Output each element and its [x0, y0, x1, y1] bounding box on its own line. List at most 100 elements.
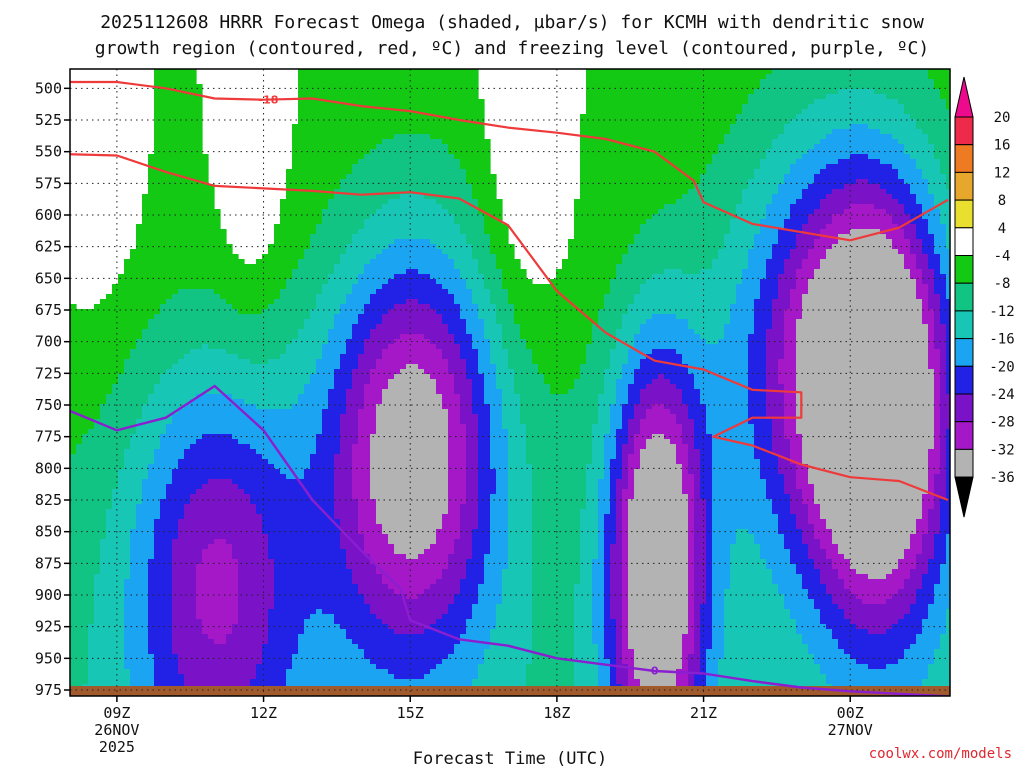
omega-cell	[232, 594, 239, 600]
omega-cell	[292, 344, 299, 350]
omega-cell	[148, 554, 155, 560]
omega-cell	[310, 584, 317, 590]
omega-cell	[322, 479, 329, 485]
omega-cell	[310, 674, 317, 680]
omega-cell	[280, 664, 287, 670]
omega-cell	[154, 399, 161, 405]
omega-cell	[142, 369, 149, 375]
omega-cell	[70, 369, 77, 375]
omega-cell	[112, 499, 119, 505]
omega-cell	[118, 484, 125, 490]
omega-cell	[190, 524, 197, 530]
omega-cell	[118, 644, 125, 650]
omega-cell	[142, 574, 149, 580]
omega-cell	[124, 269, 131, 275]
omega-cell	[310, 69, 317, 75]
omega-cell	[250, 279, 257, 285]
omega-cell	[124, 529, 131, 535]
omega-cell	[340, 489, 347, 495]
omega-cell	[292, 304, 299, 310]
omega-cell	[286, 564, 293, 570]
omega-cell	[286, 494, 293, 500]
omega-cell	[160, 659, 167, 665]
omega-cell	[148, 204, 155, 210]
omega-cell	[292, 279, 299, 285]
omega-cell	[304, 264, 311, 270]
omega-cell	[340, 209, 347, 215]
omega-cell	[334, 139, 341, 145]
omega-cell	[286, 199, 293, 205]
omega-cell	[94, 584, 101, 590]
omega-cell	[82, 569, 89, 575]
omega-cell	[100, 659, 107, 665]
omega-cell	[238, 344, 245, 350]
omega-cell	[298, 669, 305, 675]
omega-cell	[292, 354, 299, 360]
omega-cell	[232, 669, 239, 675]
omega-cell	[268, 399, 275, 405]
omega-cell	[346, 129, 353, 135]
omega-cell	[286, 529, 293, 535]
omega-cell	[184, 514, 191, 520]
omega-cell	[340, 234, 347, 240]
omega-cell	[172, 594, 179, 600]
omega-cell	[214, 309, 221, 315]
omega-cell	[286, 609, 293, 615]
omega-cell	[328, 354, 335, 360]
omega-cell	[340, 549, 347, 555]
omega-cell	[106, 569, 113, 575]
omega-cell	[82, 464, 89, 470]
omega-cell	[76, 669, 83, 675]
omega-cell	[220, 584, 227, 590]
omega-cell	[172, 364, 179, 370]
omega-cell	[172, 164, 179, 170]
omega-cell	[166, 289, 173, 295]
omega-cell	[88, 434, 95, 440]
omega-cell	[316, 279, 323, 285]
omega-cell	[256, 434, 263, 440]
omega-cell	[238, 559, 245, 565]
omega-cell	[190, 194, 197, 200]
omega-cell	[184, 384, 191, 390]
omega-cell	[232, 279, 239, 285]
omega-cell	[178, 259, 185, 265]
omega-cell	[76, 504, 83, 510]
omega-cell	[178, 594, 185, 600]
omega-cell	[250, 499, 257, 505]
omega-cell	[244, 469, 251, 475]
omega-cell	[256, 414, 263, 420]
omega-cell	[130, 339, 137, 345]
omega-cell	[298, 569, 305, 575]
omega-cell	[226, 344, 233, 350]
omega-cell	[346, 419, 353, 425]
omega-cell	[340, 334, 347, 340]
omega-cell	[280, 539, 287, 545]
omega-cell	[202, 344, 209, 350]
omega-cell	[160, 669, 167, 675]
omega-cell	[88, 384, 95, 390]
omega-cell	[178, 214, 185, 220]
omega-cell	[352, 299, 359, 305]
omega-cell	[280, 294, 287, 300]
omega-cell	[232, 364, 239, 370]
omega-cell	[304, 394, 311, 400]
omega-cell	[202, 379, 209, 385]
omega-cell	[130, 644, 137, 650]
omega-cell	[274, 639, 281, 645]
omega-cell	[292, 179, 299, 185]
omega-cell	[256, 369, 263, 375]
omega-cell	[172, 189, 179, 195]
omega-cell	[148, 224, 155, 230]
omega-cell	[82, 354, 89, 360]
omega-cell	[154, 234, 161, 240]
omega-cell	[202, 594, 209, 600]
omega-cell	[352, 419, 359, 425]
omega-cell	[208, 514, 215, 520]
omega-cell	[226, 269, 233, 275]
omega-cell	[274, 629, 281, 635]
omega-cell	[112, 449, 119, 455]
omega-cell	[256, 374, 263, 380]
omega-cell	[256, 259, 263, 265]
omega-cell	[142, 544, 149, 550]
omega-cell	[340, 449, 347, 455]
